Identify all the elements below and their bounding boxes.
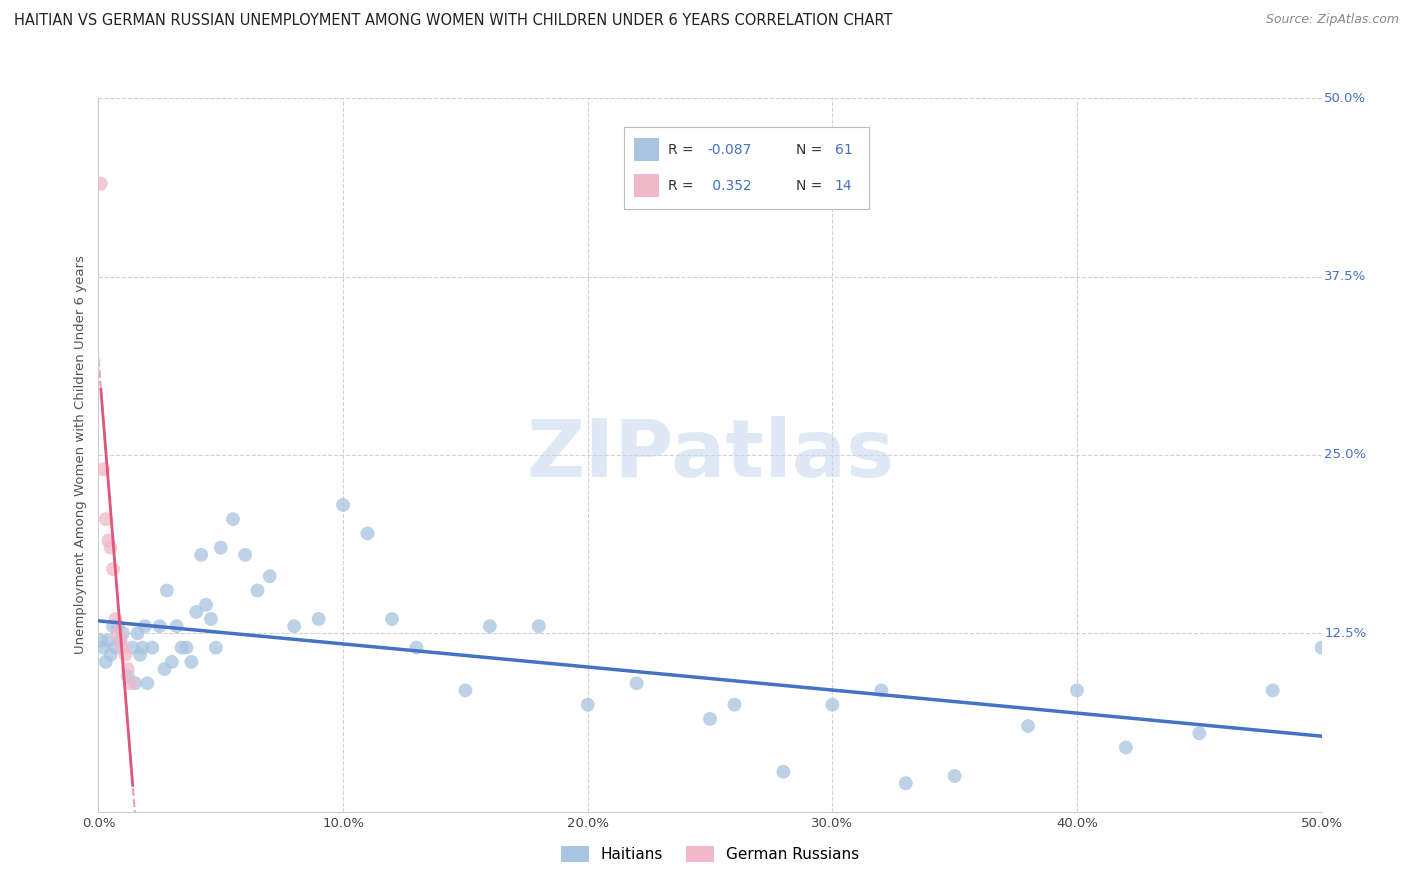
Point xyxy=(1115,740,1137,755)
Text: -0.087: -0.087 xyxy=(707,143,752,157)
Text: N =: N = xyxy=(796,178,827,193)
Point xyxy=(129,648,152,662)
Point xyxy=(101,562,124,576)
Point xyxy=(308,612,330,626)
Text: 0.352: 0.352 xyxy=(707,178,751,193)
Point xyxy=(190,548,212,562)
Point xyxy=(153,662,176,676)
Point xyxy=(1261,683,1284,698)
Point xyxy=(127,626,149,640)
Point xyxy=(110,633,132,648)
Point xyxy=(134,619,156,633)
Point xyxy=(104,612,127,626)
Text: R =: R = xyxy=(668,178,699,193)
Point xyxy=(405,640,427,655)
Point xyxy=(381,612,404,626)
Point xyxy=(136,676,159,690)
FancyBboxPatch shape xyxy=(624,127,869,209)
Point xyxy=(699,712,721,726)
Point xyxy=(111,640,134,655)
Point xyxy=(117,669,139,683)
Point xyxy=(104,640,127,655)
Point xyxy=(1066,683,1088,698)
Point xyxy=(149,619,172,633)
Point xyxy=(246,583,269,598)
Point xyxy=(97,533,120,548)
Point xyxy=(176,640,198,655)
Point xyxy=(90,633,112,648)
Point xyxy=(91,462,114,476)
Point xyxy=(160,655,183,669)
Point xyxy=(117,662,139,676)
Text: Source: ZipAtlas.com: Source: ZipAtlas.com xyxy=(1265,13,1399,27)
Point xyxy=(107,619,129,633)
Point xyxy=(114,648,136,662)
Point xyxy=(100,541,122,555)
Point xyxy=(894,776,917,790)
Point xyxy=(100,648,122,662)
Text: 12.5%: 12.5% xyxy=(1324,627,1367,640)
Point xyxy=(111,626,134,640)
Point xyxy=(91,640,114,655)
Point xyxy=(576,698,599,712)
Point xyxy=(943,769,966,783)
Point xyxy=(332,498,354,512)
Point xyxy=(233,548,256,562)
Point xyxy=(94,655,117,669)
Point xyxy=(186,605,208,619)
Text: R =: R = xyxy=(668,143,699,157)
Bar xyxy=(634,138,658,161)
Text: 14: 14 xyxy=(835,178,852,193)
Text: 61: 61 xyxy=(835,143,852,157)
Point xyxy=(1188,726,1211,740)
Point xyxy=(356,526,378,541)
Text: ZIPatlas: ZIPatlas xyxy=(526,416,894,494)
Point xyxy=(120,676,142,690)
Point xyxy=(821,698,844,712)
Point xyxy=(527,619,550,633)
Text: 25.0%: 25.0% xyxy=(1324,449,1367,461)
Point xyxy=(772,764,794,779)
Point xyxy=(870,683,893,698)
Point xyxy=(131,640,153,655)
Point xyxy=(121,840,143,855)
Point xyxy=(156,583,179,598)
Point xyxy=(107,626,129,640)
Point xyxy=(1310,640,1333,655)
Point xyxy=(454,683,477,698)
Point xyxy=(141,640,163,655)
Point xyxy=(626,676,648,690)
Point xyxy=(478,619,501,633)
Point xyxy=(195,598,218,612)
Point xyxy=(90,177,112,191)
Point xyxy=(101,619,124,633)
Text: 50.0%: 50.0% xyxy=(1324,92,1367,104)
Text: N =: N = xyxy=(796,143,827,157)
Point xyxy=(166,619,188,633)
Point xyxy=(121,640,143,655)
Point xyxy=(180,655,202,669)
Text: 37.5%: 37.5% xyxy=(1324,270,1367,283)
Point xyxy=(94,512,117,526)
Point xyxy=(110,633,132,648)
Point xyxy=(209,541,232,555)
Legend: Haitians, German Russians: Haitians, German Russians xyxy=(555,840,865,868)
Point xyxy=(200,612,222,626)
Y-axis label: Unemployment Among Women with Children Under 6 years: Unemployment Among Women with Children U… xyxy=(75,255,87,655)
Text: HAITIAN VS GERMAN RUSSIAN UNEMPLOYMENT AMONG WOMEN WITH CHILDREN UNDER 6 YEARS C: HAITIAN VS GERMAN RUSSIAN UNEMPLOYMENT A… xyxy=(14,13,893,29)
Point xyxy=(283,619,305,633)
Point xyxy=(205,640,228,655)
Point xyxy=(723,698,745,712)
Point xyxy=(222,512,245,526)
Point xyxy=(259,569,281,583)
Point xyxy=(1017,719,1039,733)
Point xyxy=(97,633,120,648)
Point xyxy=(124,676,146,690)
Point xyxy=(170,640,193,655)
Bar xyxy=(634,174,658,197)
